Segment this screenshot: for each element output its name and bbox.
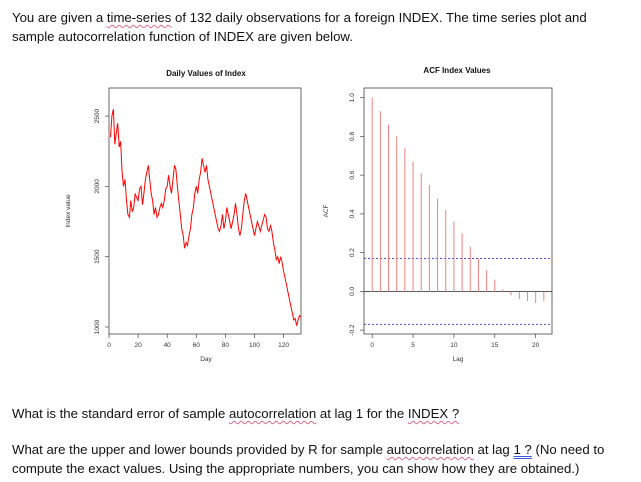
acf-confidence-bounds (364, 258, 552, 325)
intro-text-2: time-series (106, 10, 172, 25)
question-1: What is the standard error of sample aut… (12, 404, 637, 423)
q2-text-5: (No need to compute the exact values. Us… (12, 442, 605, 476)
acf-plot-frame (363, 87, 553, 335)
acf-y-axis: -0.2 0.0 0.2 0.4 0.6 0.8 1.0 (349, 93, 364, 336)
acf-x-tick-label: 10 (450, 342, 458, 349)
acf-x-tick-label: 0 (370, 342, 374, 349)
question-2: What are the upper and lower bounds prov… (12, 440, 638, 478)
ts-x-tick-label: 40 (164, 342, 172, 349)
ts-y-tick-label: 1000 (94, 319, 101, 334)
q1-text-2: autocorrelation (228, 406, 317, 421)
ts-plot-frame (108, 87, 302, 335)
ts-y-tick-label: 2000 (94, 179, 101, 194)
acf-x-axis: 0 5 10 15 20 (370, 334, 540, 349)
q1-text-1: What is the standard error of sample (12, 406, 229, 421)
acf-y-tick-label: 0.8 (349, 132, 356, 141)
ts-y-axis-title: Index value (65, 194, 72, 228)
ts-x-tick-label: 20 (134, 342, 142, 349)
acf-y-tick-label: 0.2 (349, 248, 356, 257)
q2-text-4: 1 ? (513, 442, 532, 457)
ts-y-axis: 1000 1500 2000 2500 (94, 109, 109, 334)
ts-x-axis: 0 20 40 60 80 100 120 (107, 334, 289, 349)
ts-x-tick-label: 80 (222, 342, 230, 349)
time-series-chart: Daily Values of Index 0 20 40 60 80 100 120 10… (65, 69, 302, 363)
intro-paragraph: You are given a time-series of 132 daily… (12, 8, 632, 46)
ts-series-line (110, 108, 302, 326)
acf-y-axis-title: ACF (323, 204, 330, 217)
q2-text-2: autocorrelation (386, 442, 474, 457)
ts-y-tick-label: 2500 (94, 109, 101, 124)
acf-y-tick-label: 0.4 (349, 209, 356, 218)
q1-text-3: at lag 1 for the (316, 406, 408, 421)
ts-x-tick-label: 60 (193, 342, 201, 349)
ts-x-tick-label: 0 (107, 342, 111, 349)
acf-x-tick-label: 15 (491, 342, 499, 349)
acf-bars (371, 97, 545, 304)
ts-x-axis-title: Day (200, 356, 212, 363)
acf-x-tick-label: 5 (411, 342, 415, 349)
q1-text-4: INDEX ? (407, 406, 460, 421)
intro-text-1: You are given a (12, 10, 107, 25)
acf-y-tick-label: 0.0 (349, 286, 356, 295)
acf-chart-title: ACF Index Values (423, 66, 491, 75)
figure: Daily Values of Index 0 20 40 60 80 100 120 10… (65, 66, 553, 363)
acf-x-axis-title: Lag (453, 356, 464, 363)
ts-y-tick-label: 1500 (94, 249, 101, 264)
acf-y-tick-label: 0.6 (349, 170, 356, 179)
acf-chart: ACF Index Values 0 5 10 15 20 -0.2 0.0 0.2 0.4 0… (323, 66, 553, 363)
intro-text-3: of 132 daily observations for a foreign … (12, 10, 587, 44)
ts-chart-title: Daily Values of Index (166, 69, 246, 78)
acf-y-tick-label: 1.0 (349, 93, 356, 102)
acf-y-tick-label: -0.2 (349, 324, 356, 336)
q2-text-3: at lag (473, 442, 514, 457)
q2-text-1: What are the upper and lower bounds prov… (12, 442, 387, 457)
ts-x-tick-label: 100 (249, 342, 260, 349)
ts-x-tick-label: 120 (278, 342, 289, 349)
acf-x-tick-label: 20 (532, 342, 540, 349)
